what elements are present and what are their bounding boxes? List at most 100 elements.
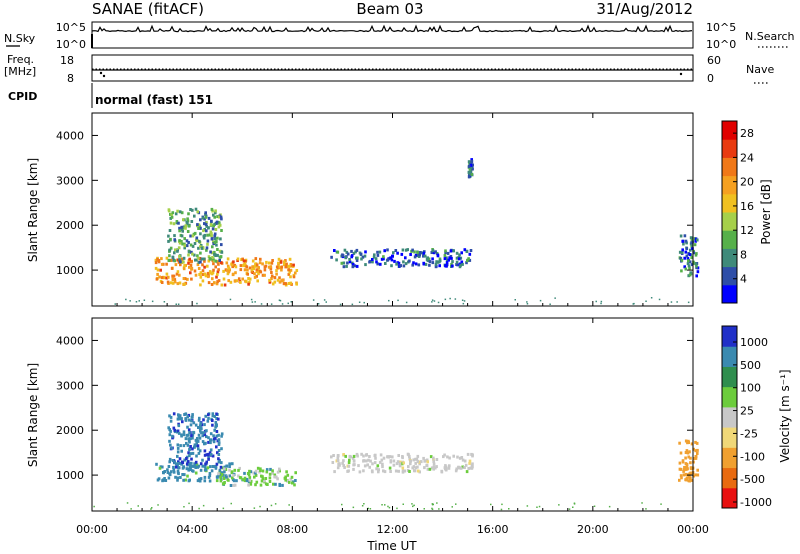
scan-cell [347,464,351,468]
scan-cell [211,271,215,275]
scan-cell [258,261,262,265]
scan-cell [595,300,597,303]
scan-cell [293,483,296,487]
scan-cell [172,470,176,474]
scan-cell [339,303,342,306]
scan-cell [203,453,207,457]
scan-cell [225,261,229,265]
scan-cell [210,237,214,241]
scan-cell [199,429,202,433]
scan-cell [213,215,216,219]
scan-cell [470,159,474,163]
scan-cell [682,242,685,246]
y-tick-label: 1000 [56,469,84,482]
scan-cell [203,449,207,453]
scan-cell [692,474,695,478]
scan-cell [168,473,172,477]
scan-cell [202,418,205,422]
scan-cell [177,414,181,418]
scan-cell [412,505,414,508]
scan-cell [468,252,472,256]
scan-cell [381,465,384,469]
scan-cell [176,209,179,213]
scan-cell [198,477,201,481]
scan-cell [539,299,542,302]
scan-cell [205,246,209,250]
scan-cell [500,508,503,511]
scan-cell [197,223,201,227]
scan-cell [333,249,336,252]
scan-cell [190,434,193,438]
scan-cell [215,430,219,433]
scan-cell [254,471,257,475]
colorbar-segment [722,467,737,489]
scan-cell [448,256,451,260]
scan-cell [211,245,214,249]
scan-cell [469,166,473,170]
scan-cell [207,457,210,461]
scan-cell [695,264,698,268]
scan-cell [336,250,340,254]
scan-cell [467,175,471,179]
scan-cell [438,508,440,510]
scan-cell [168,439,171,443]
scan-cell [681,251,684,254]
scan-cell [259,505,261,508]
scan-cell [171,211,175,215]
scan-cell [431,507,433,510]
scan-cell [687,259,690,263]
scan-cell [220,461,223,465]
scan-cell [191,252,194,256]
scan-cell [252,471,256,475]
scan-cell [382,257,385,261]
scan-cell [461,458,465,462]
scan-cell [186,277,189,281]
colorbar-tick-label: 500 [740,359,761,372]
scan-cell [212,262,215,266]
scan-cell [360,452,363,456]
scan-cell [436,254,440,258]
scan-cell [220,243,223,247]
scan-cell [273,280,277,284]
scan-cell [154,258,158,262]
scan-cell [389,256,392,260]
scan-cell [216,451,219,455]
scan-cell [330,255,333,259]
scan-cell [196,263,200,267]
scan-cell [246,268,249,272]
scan-cell [194,466,197,469]
scan-cell [167,208,171,212]
colorbar-tick-label: -25 [740,427,758,440]
scan-cell [686,262,690,266]
scan-cell [361,505,364,507]
scan-cell [426,467,430,471]
scan-cell [203,222,206,226]
scan-cell [219,465,223,469]
scan-cell [260,479,264,483]
nave-tick-top: 60 [707,54,721,67]
scan-cell [163,470,166,473]
scan-cell [444,298,447,301]
scan-cell [188,454,191,458]
scan-cell [233,468,237,472]
scan-cell [222,482,226,486]
scan-cell [207,453,210,457]
nsky-trace [91,24,693,33]
colorbar-tick-label: 4 [740,273,747,286]
scan-cell [679,257,683,260]
scan-cell [650,297,653,299]
scan-cell [196,302,198,305]
scan-cell [684,462,688,466]
scan-cell [414,253,418,257]
scan-cell [692,447,695,451]
scan-cell [200,431,203,435]
scan-cell [180,211,184,215]
scan-cell [216,236,219,240]
scan-cell [214,265,217,269]
scan-cell [232,272,235,276]
scan-cell [229,298,232,301]
scan-cell [178,281,182,285]
scan-cell [362,469,365,473]
scan-cell [268,280,272,284]
scan-cell [401,466,405,470]
